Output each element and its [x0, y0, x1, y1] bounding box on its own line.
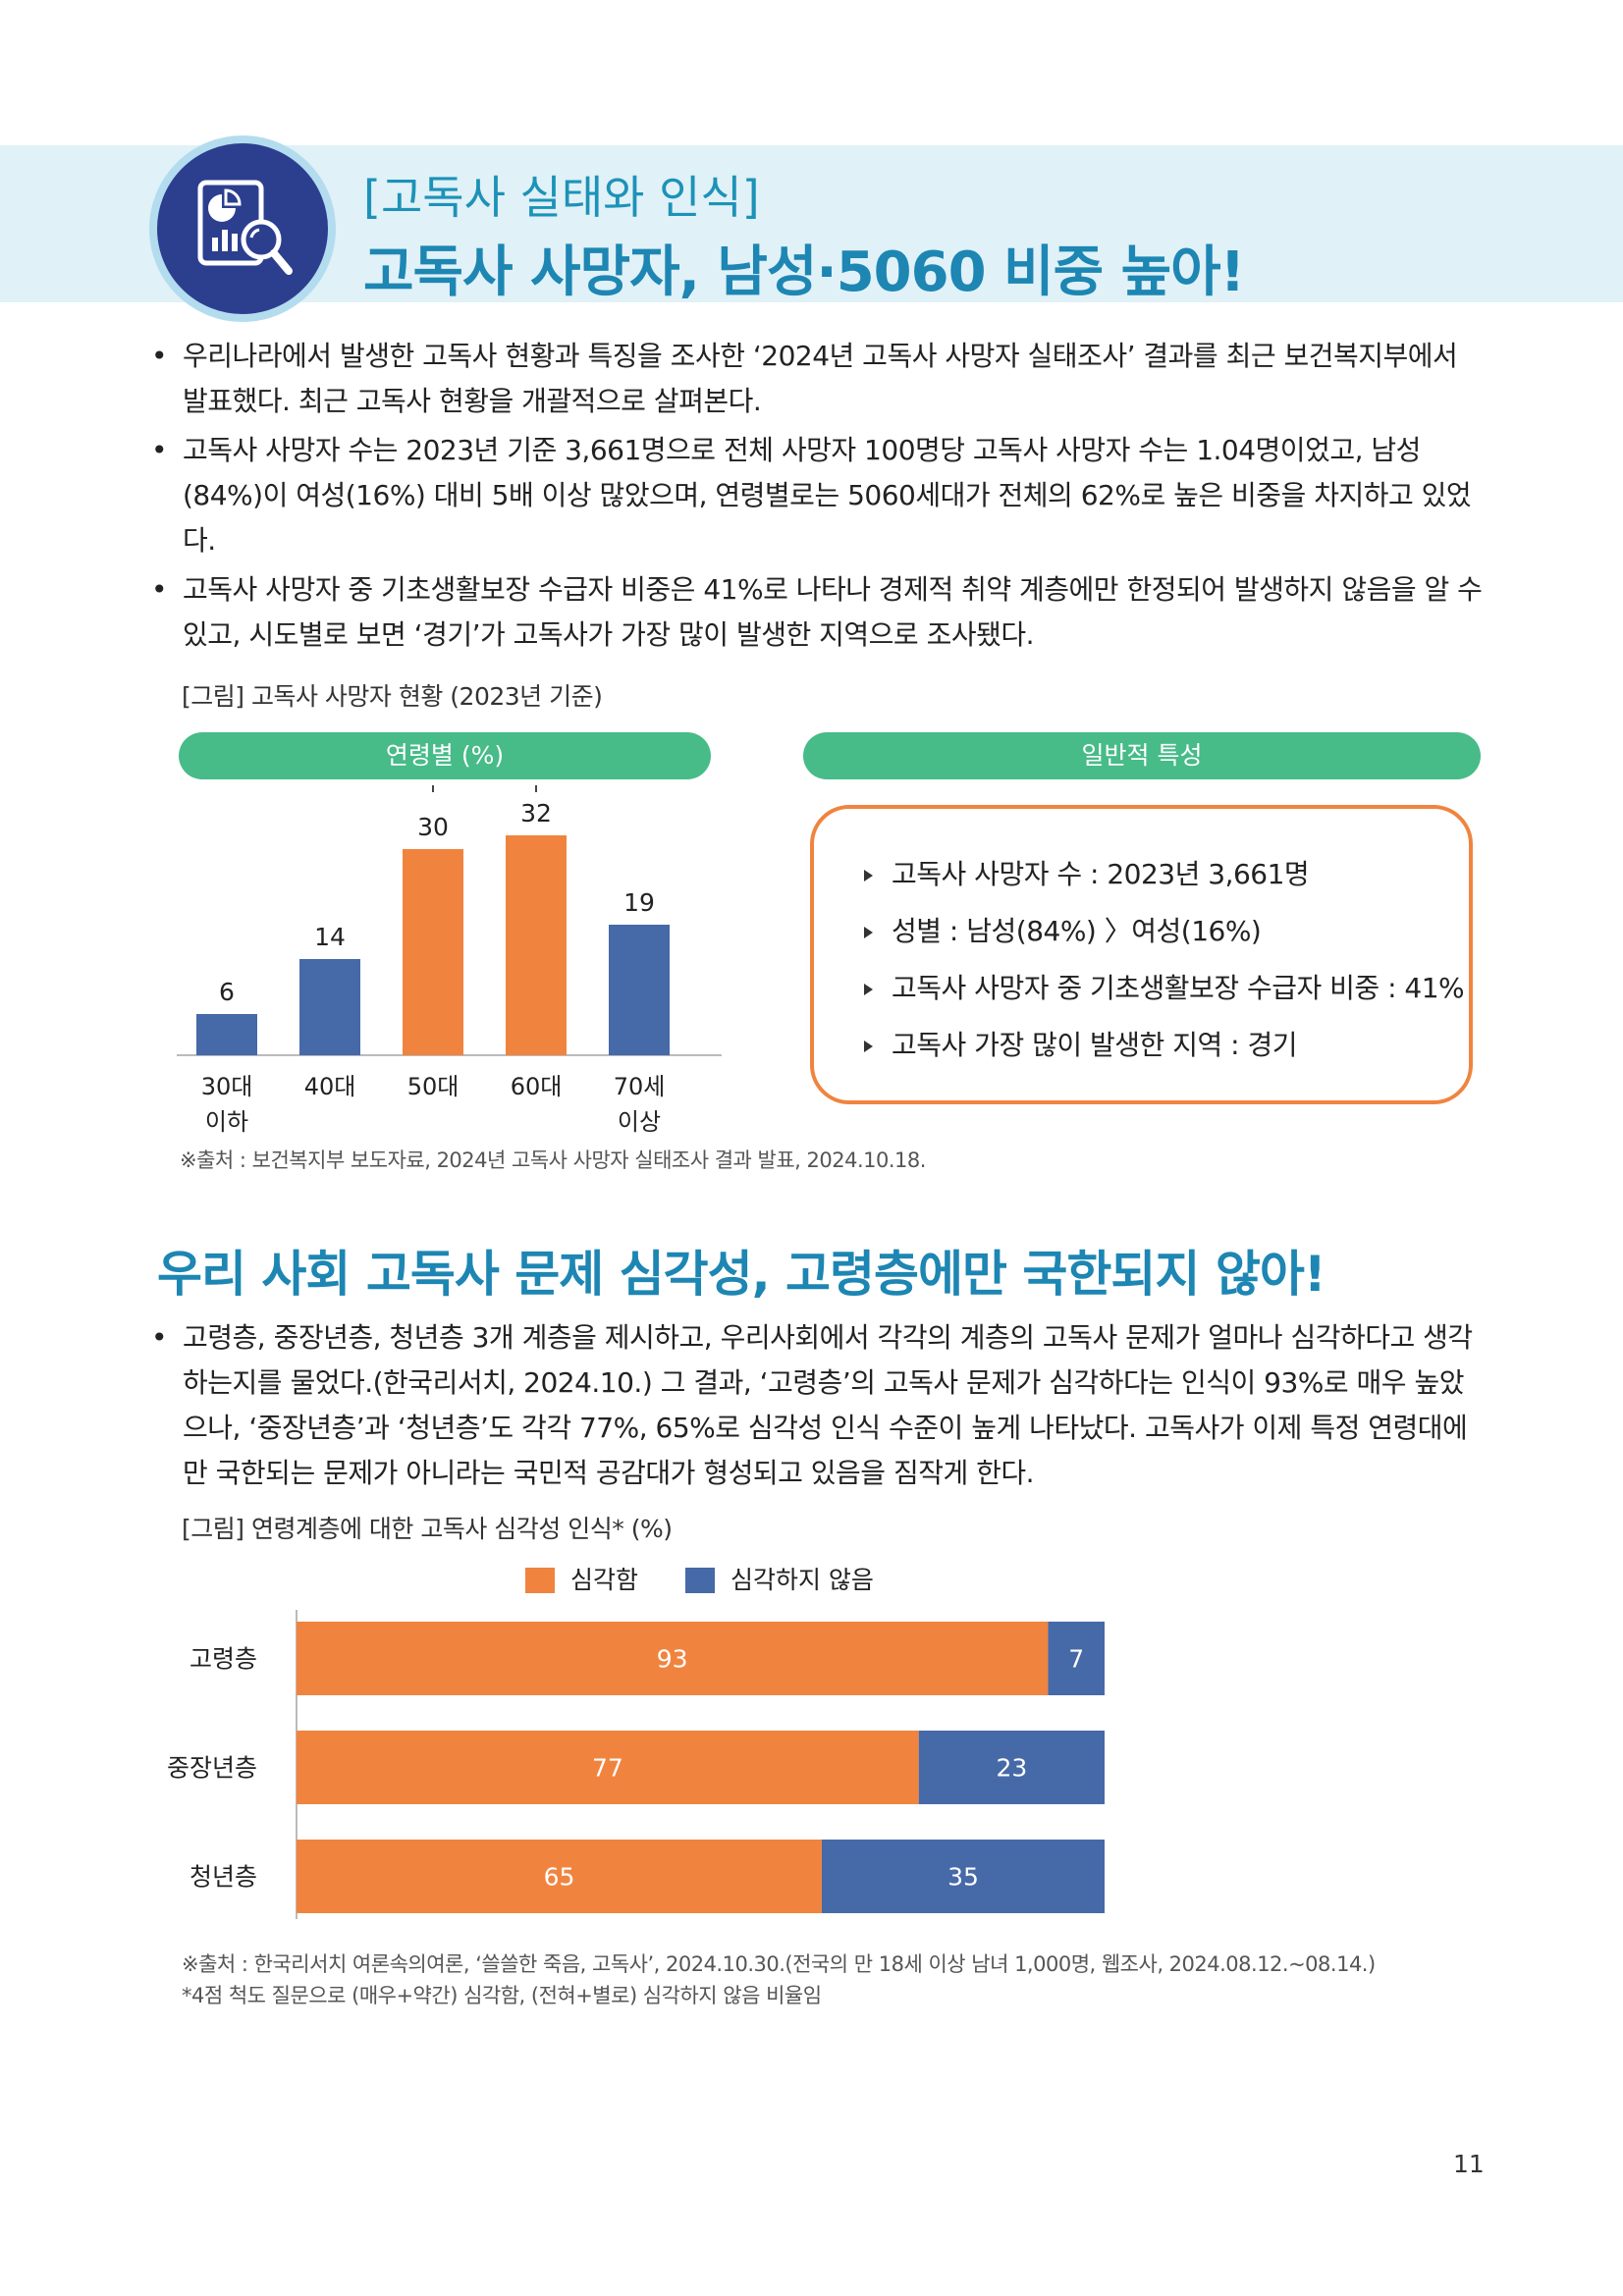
tick-label-4-1: 이상: [618, 1108, 661, 1136]
header-kicker: [고독사 실태와 인식]: [363, 171, 760, 224]
seriousness-stacked-chart: 고령층 93 7 중장년층 77 23 청년층 65 35: [167, 1610, 1105, 1919]
figure2-caption: [그림] 연령계층에 대한 고독사 심각성 인식* (%): [182, 1515, 673, 1543]
segment-1-1: [918, 1731, 1105, 1804]
chart-legend: 심각함 심각하지 않음: [525, 1561, 913, 1596]
bar-2: [403, 849, 463, 1055]
segment-label-2-0: 65: [544, 1863, 575, 1892]
header-badge: [149, 135, 336, 322]
segment-1-0: [297, 1731, 919, 1804]
data-label-1: 14: [314, 923, 346, 951]
bar-4: [609, 925, 670, 1055]
intro-paragraph: 고독사 사망자 중 기초생활보장 수급자 비중은 41%로 나타나 경제적 취약…: [147, 567, 1483, 658]
tick-label-1-0: 40대: [304, 1073, 356, 1100]
section-title: 우리 사회 고독사 문제 심각성, 고령층에만 국한되지 않아!: [157, 1246, 1326, 1303]
figure2-note: *4점 척도 질문으로 (매우+약간) 심각함, (전혀+별로) 심각하지 않음…: [182, 1984, 822, 2007]
segment-label-0-0: 93: [657, 1645, 688, 1674]
data-label-4: 19: [623, 888, 655, 917]
characteristics-pill: 일반적 특성: [803, 732, 1481, 779]
category-label-1: 중장년층: [167, 1754, 257, 1783]
characteristic-item: 성별 : 남성(84%) 〉여성(16%): [858, 903, 1464, 960]
page-number: 11: [1453, 2150, 1485, 2178]
tick-label-2-0: 50대: [407, 1073, 460, 1100]
tick-label-4-0: 70세: [614, 1073, 666, 1100]
bar-3: [506, 835, 567, 1055]
segment-label-0-1: 7: [1068, 1645, 1084, 1674]
characteristic-item: 고독사 사망자 중 기초생활보장 수급자 비중 : 41%: [858, 960, 1465, 1017]
page-title: 고독사 사망자, 남성·5060 비중 높아!: [363, 240, 1245, 304]
tick-label-0-1: 이하: [205, 1108, 248, 1136]
section2-paragraph: 고령층, 중장년층, 청년층 3개 계층을 제시하고, 우리사회에서 각각의 계…: [147, 1315, 1483, 1496]
segment-0-0: [297, 1622, 1049, 1695]
age-pill: 연령별 (%): [179, 732, 711, 779]
group-bracket: [432, 785, 537, 792]
bar-1: [299, 959, 360, 1055]
characteristics-box: 고독사 사망자 수 : 2023년 3,661명 성별 : 남성(84%) 〉여…: [810, 805, 1473, 1104]
data-label-0: 6: [219, 978, 235, 1006]
tick-label-3-0: 60대: [511, 1073, 563, 1100]
figure1-caption: [그림] 고독사 사망자 현황 (2023년 기준): [182, 682, 603, 711]
age-bar-chart: 630대이하1440대3050대3260대1970세이상5060세대62%: [177, 785, 722, 1136]
segment-label-1-1: 23: [996, 1754, 1027, 1783]
data-label-3: 32: [520, 799, 552, 828]
characteristic-item: 고독사 가장 많이 발생한 지역 : 경기: [858, 1017, 1464, 1074]
data-label-2: 30: [417, 813, 449, 841]
bar-0: [196, 1014, 257, 1055]
category-label-0: 고령층: [189, 1645, 257, 1674]
segment-label-1-0: 77: [592, 1754, 623, 1783]
segment-0-1: [1048, 1622, 1105, 1695]
characteristic-item: 고독사 사망자 수 : 2023년 3,661명: [858, 846, 1464, 903]
figure2-source: ※출처 : 한국리서치 여론속의여론, ‘쓸쓸한 죽음, 고독사’, 2024.…: [182, 1952, 1376, 1976]
intro-paragraph: 고독사 사망자 수는 2023년 기준 3,661명으로 전체 사망자 100명…: [147, 428, 1483, 563]
tick-label-0-0: 30대: [201, 1073, 253, 1100]
section2-list: 고령층, 중장년층, 청년층 3개 계층을 제시하고, 우리사회에서 각각의 계…: [147, 1315, 1483, 1500]
segment-2-1: [821, 1840, 1105, 1913]
intro-list: 우리나라에서 발생한 고독사 현황과 특징을 조사한 ‘2024년 고독사 사망…: [147, 334, 1483, 662]
figure1-source: ※출처 : 보건복지부 보도자료, 2024년 고독사 사망자 실태조사 결과 …: [180, 1148, 926, 1172]
category-label-2: 청년층: [189, 1863, 257, 1892]
intro-paragraph: 우리나라에서 발생한 고독사 현황과 특징을 조사한 ‘2024년 고독사 사망…: [147, 334, 1483, 424]
legend-item-serious: 심각함: [525, 1561, 638, 1596]
segment-2-0: [297, 1840, 822, 1913]
segment-label-2-1: 35: [947, 1863, 979, 1892]
legend-item-not-serious: 심각하지 않음: [684, 1561, 874, 1596]
report-analysis-icon: [197, 180, 293, 275]
